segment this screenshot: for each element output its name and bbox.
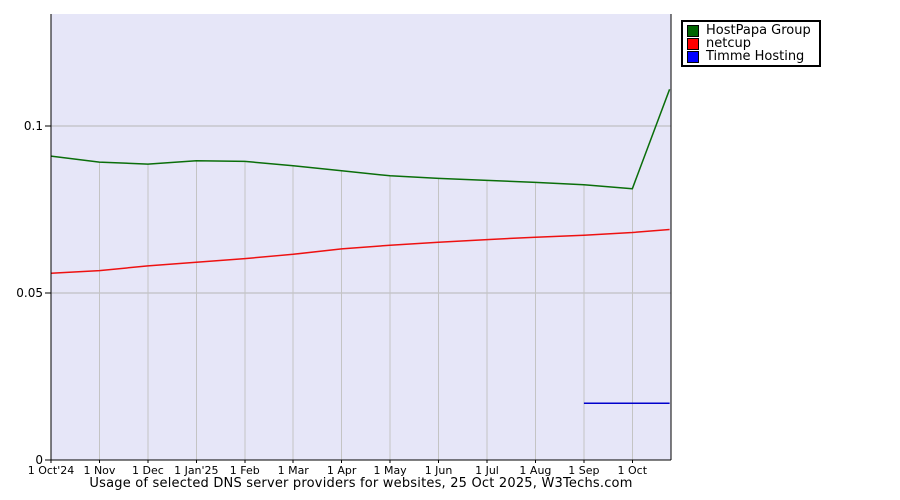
chart-title: Usage of selected DNS server providers f… <box>89 476 633 491</box>
y-tick-label: 0.1 <box>24 119 43 133</box>
legend-swatch-netcup <box>687 37 699 50</box>
legend-box: HostPapa Group netcup Timme Hosting <box>681 20 821 67</box>
series-line-netcup <box>50 228 670 275</box>
legend-item: HostPapa Group <box>687 24 811 37</box>
series-line-hostpapa-group <box>50 89 671 190</box>
x-tick-label: 1 Dec <box>132 464 164 477</box>
legend-swatch-hostpapa-group <box>687 24 699 37</box>
x-tick-label: 1 Apr <box>327 464 357 477</box>
x-tick-label: 1 Oct'24 <box>28 464 75 477</box>
x-tick-label: 1 Sep <box>568 464 599 477</box>
x-tick-label: 1 Mar <box>278 464 310 477</box>
legend-label: netcup <box>706 36 751 51</box>
legend-swatch-timme-hosting <box>687 50 699 63</box>
legend-label: Timme Hosting <box>706 49 805 64</box>
x-tick-label: 1 Jun <box>425 464 453 477</box>
x-tick-label: 1 May <box>373 464 407 477</box>
x-tick-label: 1 Feb <box>230 464 260 477</box>
x-tick-label: 1 Oct <box>618 464 648 477</box>
legend-label: HostPapa Group <box>706 23 811 38</box>
x-tick-label: 1 Aug <box>519 464 551 477</box>
plot-background <box>51 14 671 460</box>
x-tick-label: 1 Nov <box>83 464 115 477</box>
legend-item: Timme Hosting <box>687 50 811 63</box>
x-tick-label: 1 Jul <box>475 464 499 477</box>
x-tick-label: 1 Jan'25 <box>174 464 218 477</box>
y-tick-label: 0.05 <box>16 286 43 300</box>
y-tick-label: 0 <box>35 453 43 467</box>
legend-item: netcup <box>687 37 811 50</box>
